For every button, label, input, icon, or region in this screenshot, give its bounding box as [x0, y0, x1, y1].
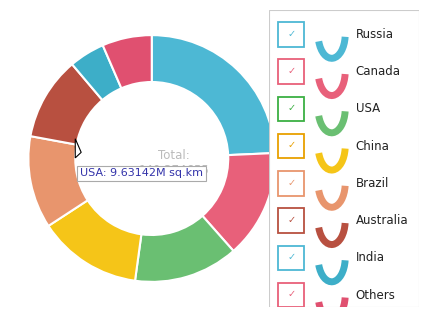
- Polygon shape: [75, 139, 81, 158]
- Text: ✓: ✓: [287, 252, 295, 262]
- Text: Brazil: Brazil: [356, 177, 389, 190]
- Text: ✓: ✓: [287, 29, 295, 39]
- FancyBboxPatch shape: [278, 283, 304, 307]
- Wedge shape: [152, 35, 275, 155]
- FancyBboxPatch shape: [278, 60, 304, 84]
- Text: China: China: [356, 140, 390, 153]
- Text: ✓: ✓: [287, 289, 295, 299]
- Text: Others: Others: [356, 289, 396, 302]
- Text: Russia: Russia: [356, 28, 394, 41]
- Wedge shape: [28, 136, 88, 226]
- Text: USA: 9.63142M sq.km: USA: 9.63142M sq.km: [80, 168, 203, 178]
- FancyBboxPatch shape: [278, 246, 304, 270]
- FancyBboxPatch shape: [278, 134, 304, 158]
- Wedge shape: [72, 45, 121, 100]
- Text: Australia: Australia: [356, 214, 408, 227]
- FancyBboxPatch shape: [278, 209, 304, 233]
- Text: ✓: ✓: [287, 215, 295, 225]
- Text: USA: USA: [356, 102, 380, 115]
- Text: ✓: ✓: [287, 66, 295, 76]
- Text: ✓: ✓: [287, 140, 295, 150]
- Wedge shape: [135, 216, 233, 282]
- Text: Canada: Canada: [356, 65, 401, 78]
- Wedge shape: [48, 200, 141, 281]
- Text: ✓: ✓: [287, 103, 295, 113]
- Text: Total:
140.374655: Total: 140.374655: [139, 149, 209, 178]
- Wedge shape: [103, 35, 152, 88]
- FancyBboxPatch shape: [278, 22, 304, 47]
- FancyBboxPatch shape: [278, 171, 304, 196]
- Wedge shape: [30, 64, 102, 145]
- FancyBboxPatch shape: [269, 10, 419, 307]
- Text: India: India: [356, 251, 385, 264]
- Wedge shape: [202, 153, 275, 251]
- FancyBboxPatch shape: [278, 97, 304, 121]
- Text: ✓: ✓: [287, 178, 295, 188]
